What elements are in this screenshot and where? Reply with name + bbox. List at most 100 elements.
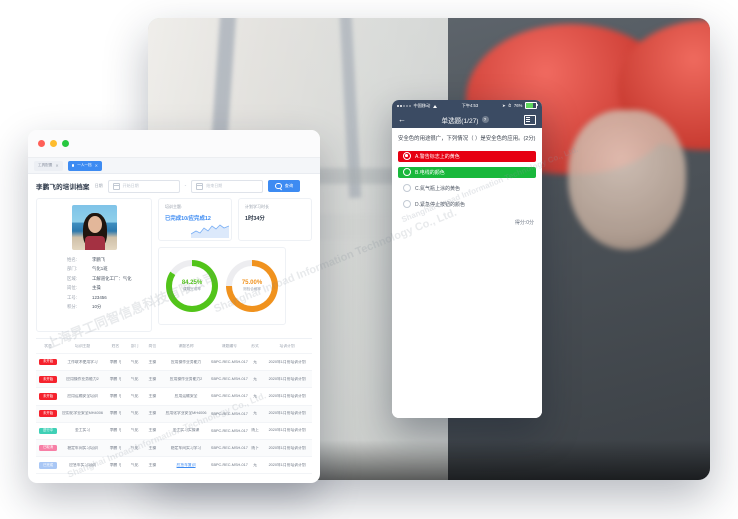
question-text: 安全色的用途很广，下列情况（ ）是安全色的应用。(2分) [398, 136, 536, 142]
topic-cell: 稳定车间实习培训 [67, 445, 98, 450]
course-cell: 应用化学业安全MH4006 [165, 411, 207, 416]
back-icon[interactable]: ← [398, 114, 406, 124]
status-badge: 未开始 [38, 410, 58, 417]
radio-icon [403, 152, 411, 161]
topic-cell: 应用运输安全培训 [67, 393, 98, 398]
radio-icon [403, 200, 411, 209]
plan-duration-value: 1时34分 [245, 216, 265, 222]
tab-label: 一人一档 [77, 163, 92, 167]
calendar-icon [112, 182, 120, 190]
quiz-body: 安全色的用途很广，下列情况（ ）是安全色的应用。(2分) A.警告标志上的黄色 … [392, 128, 542, 418]
tab-tool-config[interactable]: 工具配置 ✕ [34, 160, 63, 171]
plan-cell: 2020年1月份培训计划 [268, 428, 306, 433]
mode-cell: 无 [253, 393, 257, 398]
donut-course-completion: 84.25% 课题完成率 [166, 260, 218, 312]
page-toolbar: 李鹏飞的培训档案 日期 开始日期 - 结束日期 查询 [28, 174, 320, 198]
donut-exam-pass: 75.00% 测验合格率 [226, 260, 278, 312]
table-row[interactable]: 进行中 金工实习 李鹏飞 气化 主操 金工实习实操课 SBPC-REC-MSH-… [36, 423, 312, 440]
end-date-input[interactable]: 结束日期 [191, 179, 264, 193]
tab-one-person-one-file[interactable]: 一人一档 ✕ [67, 160, 102, 171]
option-a-label: A.警告标志上的黄色 [415, 153, 460, 160]
mode-cell: 线上 [251, 428, 259, 433]
dept-cell: 气化 [130, 393, 139, 398]
phone-status-bar: 中国移动 下午4:53 ➤ ⏱ 76% [392, 100, 542, 111]
signal-icon [397, 104, 411, 107]
table-row[interactable]: 已取消 稳定车间实习培训 李鹏飞 气化 主操 稳定车间实习学习 SBPC-REC… [36, 439, 312, 458]
plan-cell: 2020年1月份培训计划 [268, 411, 306, 416]
training-topic-label: 培训主题: [165, 204, 183, 209]
name-cell: 李鹏飞 [109, 393, 122, 398]
maximize-icon[interactable] [62, 140, 69, 147]
post-cell: 主操 [148, 411, 157, 416]
mobile-quiz-panel: 中国移动 下午4:53 ➤ ⏱ 76% ← 单选题(1/27) ? 安全色的用途… [392, 100, 542, 418]
post-cell: 主操 [148, 445, 157, 450]
avatar [71, 205, 117, 250]
field-key: 姓名: [67, 257, 78, 262]
close-icon[interactable] [38, 140, 45, 147]
search-button[interactable]: 查询 [268, 180, 301, 192]
col-mode: 形式 [251, 343, 259, 348]
table-row[interactable]: 未开始 工作取术使用学习 李鹏飞 气化 主操 应用操作业务能力 SBPC-REC… [36, 354, 312, 372]
date-filter-label: 日期 [94, 183, 103, 188]
table-row[interactable]: 已完成 应急车实习培训 李鹏飞 气化 主操 应急车复训 SBPC-REC-MSH… [36, 457, 312, 475]
status-cell: 未开始 [36, 358, 60, 366]
field-key: 积分: [67, 303, 78, 309]
radio-icon [403, 184, 411, 193]
name-cell: 李鹏飞 [109, 462, 122, 467]
post-cell: 主操 [148, 462, 157, 467]
answer-options: A.警告标志上的黄色 B.电线的颜色 C.氮气瓶上涂的黄色 D.紧急停止按钮的颜… [398, 150, 536, 210]
mode-cell: 线下 [251, 445, 259, 450]
donut-hole: 84.25% 课题完成率 [172, 266, 212, 306]
course-cell: 金工实习实操课 [172, 428, 200, 433]
option-c[interactable]: C.氮气瓶上涂的黄色 [398, 183, 536, 194]
plan-cell: 2020年1月份培训计划 [268, 445, 306, 450]
course-link[interactable]: 应急车复训 [176, 462, 196, 467]
option-d[interactable]: D.紧急停止按钮的颜色 [398, 199, 536, 210]
quiz-title: 单选题(1/27) ? [441, 115, 489, 125]
summary-panels: 姓名: 李鹏飞 部门: 气化1班 区域: 工解道化工厂：气化 岗位: [36, 198, 312, 332]
table-row[interactable]: 未开始 应用运输安全培训 李鹏飞 气化 主操 应用运输安全 SBPC-REC-M… [36, 388, 312, 406]
course-cell: 应用操作业务能力 [170, 359, 202, 364]
avatar-dress [84, 236, 105, 250]
course-cell: 应用运输安全 [174, 393, 198, 398]
option-b[interactable]: B.电线的颜色 [398, 166, 536, 178]
topic-cell: 应急车实习培训 [69, 462, 96, 467]
option-a[interactable]: A.警告标志上的黄色 [398, 150, 536, 162]
mode-cell: 无 [253, 462, 257, 467]
card-view-icon[interactable] [523, 114, 536, 125]
start-date-placeholder: 开始日期 [122, 183, 139, 188]
end-date-placeholder: 结束日期 [206, 183, 223, 188]
training-topic-card: 培训主题: 已完成10/应完成12 [158, 198, 232, 241]
stats-column: 培训主题: 已完成10/应完成12 计划学习时长 1时34分 [158, 198, 312, 332]
close-icon[interactable]: ✕ [55, 163, 59, 168]
field-key: 区域: [67, 275, 78, 281]
carrier-label: 中国移动 [413, 102, 431, 108]
code-cell: SBPC-REC-MSH-017 [210, 411, 248, 416]
active-dot-icon [71, 164, 75, 167]
status-time: 下午4:53 [461, 102, 479, 108]
date-range-separator: - [184, 183, 187, 189]
donut-charts: 84.25% 课题完成率 75.00% 测验合格率 [158, 247, 286, 325]
start-date-input[interactable]: 开始日期 [107, 179, 180, 193]
code-cell: SBPC-REC-MSH-017 [210, 394, 248, 399]
field-value: 工解道化工厂：气化 [92, 275, 132, 281]
topic-cell: 工作取术使用学习 [67, 359, 98, 364]
minimize-icon[interactable] [50, 140, 57, 147]
plan-cell: 2020年1月份培训计划 [268, 359, 306, 364]
table-row[interactable]: 未开始 应用化学业安全MH4006 李鹏飞 气化 主操 应用化学业安全MH400… [36, 405, 312, 423]
col-post: 岗位 [148, 343, 157, 348]
status-badge: 已取消 [38, 444, 58, 452]
topic-cell: 应用操作业务能力2 [66, 376, 99, 381]
status-right: ➤ ⏱ 76% [502, 101, 539, 110]
profile-field-row: 区域: 工解道化工厂：气化 [67, 276, 143, 282]
dept-cell: 气化 [130, 445, 139, 450]
table-row[interactable]: 未开始 应用操作业务能力2 李鹏飞 气化 主操 应用操作业务能力2 SBPC-R… [36, 371, 312, 389]
status-cell: 已完成 [36, 461, 60, 469]
post-cell: 主操 [148, 376, 157, 381]
tab-bar: 工具配置 ✕ 一人一档 ✕ [28, 158, 320, 174]
plan-duration-label: 计划学习时长 [245, 204, 269, 209]
help-icon[interactable]: ? [481, 116, 489, 123]
field-value: 10分 [92, 303, 102, 309]
close-icon[interactable]: ✕ [94, 163, 98, 168]
topic-cell: 应用化学业安全MH4006 [62, 411, 103, 416]
